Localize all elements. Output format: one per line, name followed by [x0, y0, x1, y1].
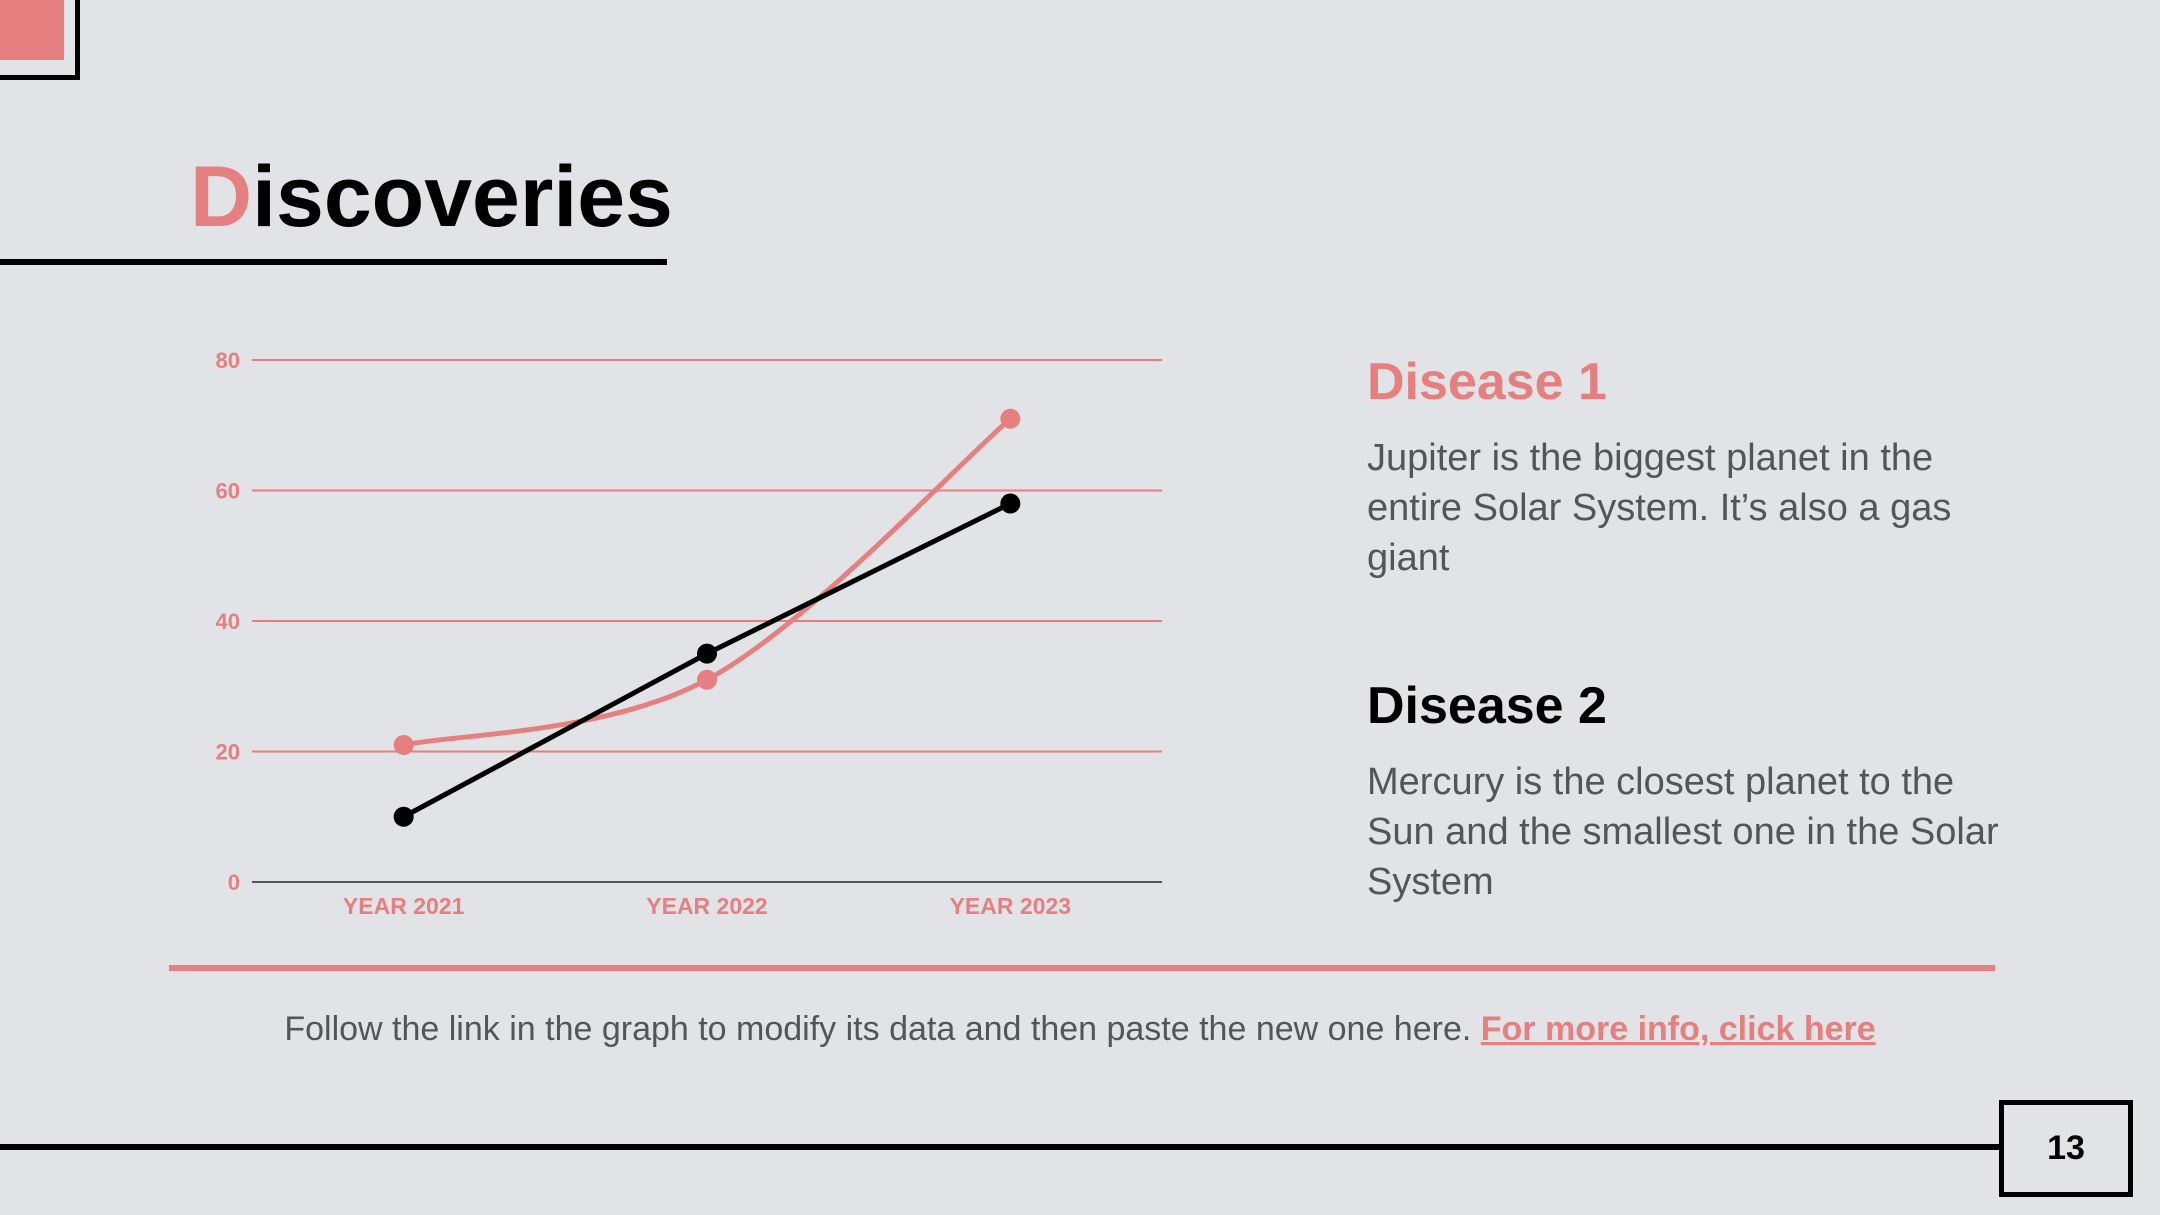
title-first-letter: D — [190, 149, 253, 245]
disease-1-description: Jupiter is the biggest planet in the ent… — [1367, 437, 1952, 579]
title-underline — [0, 259, 667, 265]
y-tick-label: 60 — [216, 479, 240, 504]
series-1-point — [393, 734, 414, 755]
line-chart: 0 20 40 60 80 YEAR 2021 YEAR 2022 YEAR 2023 — [216, 348, 1162, 919]
series-2-point — [393, 806, 414, 827]
y-tick-label: 0 — [228, 870, 240, 895]
x-tick-label: YEAR 2021 — [343, 893, 465, 919]
page-number-box: 13 — [1999, 1100, 2133, 1197]
title-rest: iscoveries — [252, 149, 673, 245]
y-tick-label: 20 — [216, 740, 240, 765]
disease-2-description: Mercury is the closest planet to the Sun… — [1367, 761, 1999, 903]
page-number: 13 — [2047, 1129, 2085, 1167]
series-2-point — [1000, 493, 1021, 514]
y-tick-label: 40 — [216, 609, 240, 634]
disease-2-heading: Disease 2 — [1367, 677, 1607, 735]
series-1-line — [401, 416, 1013, 748]
corner-accent-block — [0, 0, 64, 60]
slide-title: Discoveries — [190, 148, 673, 247]
series-2-point — [697, 643, 717, 664]
more-info-link[interactable]: For more info, click here — [1480, 1010, 1876, 1048]
corner-frame — [0, 0, 80, 80]
x-tick-label: YEAR 2023 — [950, 893, 1071, 919]
footer-text: Follow the link in the graph to modify i… — [284, 1010, 1472, 1048]
footer-note: Follow the link in the graph to modify i… — [0, 1010, 2160, 1049]
section-divider — [169, 965, 1995, 971]
x-tick-label: YEAR 2022 — [646, 893, 767, 919]
bottom-rule — [0, 1144, 2003, 1150]
y-tick-label: 80 — [216, 348, 240, 373]
series-1-point — [697, 669, 717, 690]
disease-1-heading: Disease 1 — [1367, 353, 1607, 411]
series-1-point — [1000, 408, 1021, 429]
